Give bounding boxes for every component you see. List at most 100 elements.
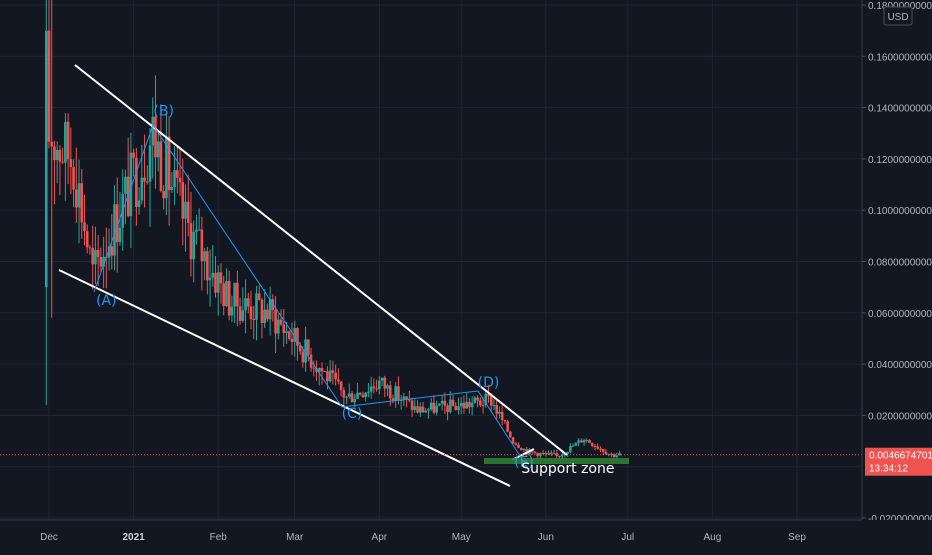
candle-body <box>555 453 559 456</box>
candle-body <box>148 145 152 182</box>
candle-body <box>94 249 97 265</box>
candle-body <box>446 405 449 413</box>
candle-body <box>484 393 488 406</box>
price-tick-label: 0.1400000000 <box>868 104 932 115</box>
candle-body <box>159 141 163 191</box>
candle-body <box>184 201 187 219</box>
wave-label: (A) <box>96 293 117 309</box>
candle-body <box>216 272 220 293</box>
upper-wedge-line <box>74 64 568 456</box>
price-tick-label: 0.0200000000 <box>868 411 932 422</box>
candle-body <box>304 339 307 363</box>
candle-body <box>566 451 569 454</box>
time-tick-label: Dec <box>40 532 58 543</box>
support-zone-band <box>484 458 629 464</box>
candle-body <box>383 377 387 389</box>
candle-body <box>189 222 193 260</box>
candle-body <box>451 399 455 406</box>
candle-body <box>588 440 591 443</box>
candle-body <box>607 453 610 455</box>
candle-body <box>290 338 294 342</box>
candle-body <box>296 327 299 346</box>
candle-body <box>206 251 209 281</box>
candle-body <box>99 257 103 267</box>
candle-body <box>233 282 236 307</box>
candle-body <box>380 377 384 381</box>
price-tick-label: 0.0400000000 <box>868 360 932 371</box>
candle-body <box>211 272 215 278</box>
candle-body <box>140 177 144 201</box>
candle-body <box>47 30 51 142</box>
candle-body <box>145 181 149 183</box>
candle-body <box>410 400 414 410</box>
candle-body <box>156 141 160 158</box>
candle-body <box>132 152 135 158</box>
currency-label: USD <box>887 12 908 23</box>
candle-body <box>113 204 116 256</box>
price-tick-label: 0.0600000000 <box>868 309 932 320</box>
candle-body <box>604 451 608 455</box>
candle-body <box>192 231 195 260</box>
candle-body <box>69 159 73 168</box>
candle-body <box>143 177 146 182</box>
candle-body <box>503 420 507 422</box>
candle-body <box>154 116 157 158</box>
time-axis-panel <box>0 520 932 550</box>
candle-body <box>236 282 239 307</box>
candle-body <box>244 298 247 311</box>
candle-body <box>50 141 54 147</box>
candle-body <box>615 455 619 457</box>
price-tick-label: -0.0200000000 <box>868 514 932 525</box>
candle-body <box>301 351 305 363</box>
candle-body <box>394 386 398 401</box>
candle-body <box>618 453 621 456</box>
candle-body <box>328 370 332 382</box>
candle-body <box>115 204 119 243</box>
support-zone-label: Support zone <box>521 461 614 477</box>
wave-label: (C) <box>342 406 363 422</box>
candle-body <box>558 455 561 457</box>
candle-body <box>519 447 523 451</box>
candle-body <box>533 451 537 453</box>
candle-body <box>552 453 556 455</box>
candle-body <box>337 379 340 382</box>
candle-body <box>378 380 381 390</box>
candle-body <box>454 405 458 411</box>
candle-body <box>481 405 485 407</box>
candle-body <box>560 454 564 457</box>
candle-body <box>266 309 269 320</box>
candle-body <box>298 345 302 352</box>
candle-body <box>170 187 174 191</box>
candle-body <box>596 446 600 449</box>
candle-body <box>489 396 493 406</box>
candle-body <box>361 394 365 398</box>
candle-body <box>274 310 277 334</box>
candle-body <box>263 309 266 323</box>
candle-body <box>162 190 165 199</box>
candle-body <box>334 372 337 380</box>
candle-body <box>391 398 395 401</box>
candle-body <box>479 400 482 406</box>
candle-body <box>287 331 291 339</box>
candle-body <box>612 454 616 457</box>
candle-body <box>386 385 389 389</box>
price-tick-label: 0.1600000000 <box>868 52 932 63</box>
wave-label: (E) <box>514 455 534 471</box>
candle-body <box>230 306 234 316</box>
candle-body <box>353 398 357 403</box>
candle-body <box>53 146 56 161</box>
time-tick-label: Jun <box>538 532 554 543</box>
candle-body <box>118 227 122 243</box>
time-tick-label: Apr <box>372 532 388 543</box>
last-price-tag <box>865 447 932 476</box>
candle-body <box>405 396 408 399</box>
candle-body <box>462 402 466 409</box>
candle-body <box>61 161 64 163</box>
wave-path <box>93 123 523 460</box>
candle-body <box>347 393 351 397</box>
candle-body <box>418 406 422 413</box>
candle-body <box>195 229 198 232</box>
